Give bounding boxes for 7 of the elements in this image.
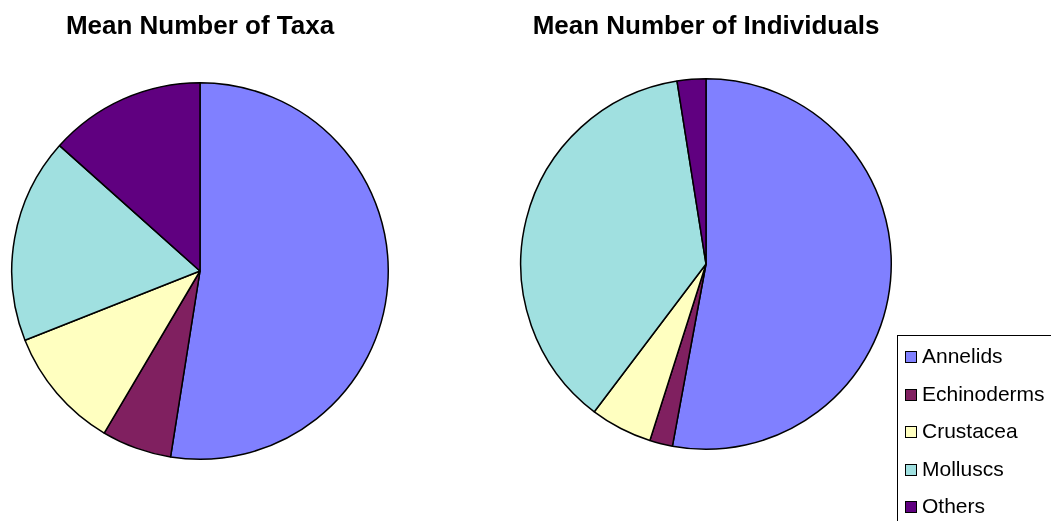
legend-label: Echinoderms [922,381,1045,405]
chart-title: Mean Number of Taxa [65,9,335,40]
chart-title: Mean Number of Individuals [532,9,880,40]
legend-label: Annelids [922,344,1003,367]
legend-label: Crustacea [922,419,1018,442]
legend-label: Molluscs [922,456,1004,480]
legend-label: Others [922,494,986,517]
